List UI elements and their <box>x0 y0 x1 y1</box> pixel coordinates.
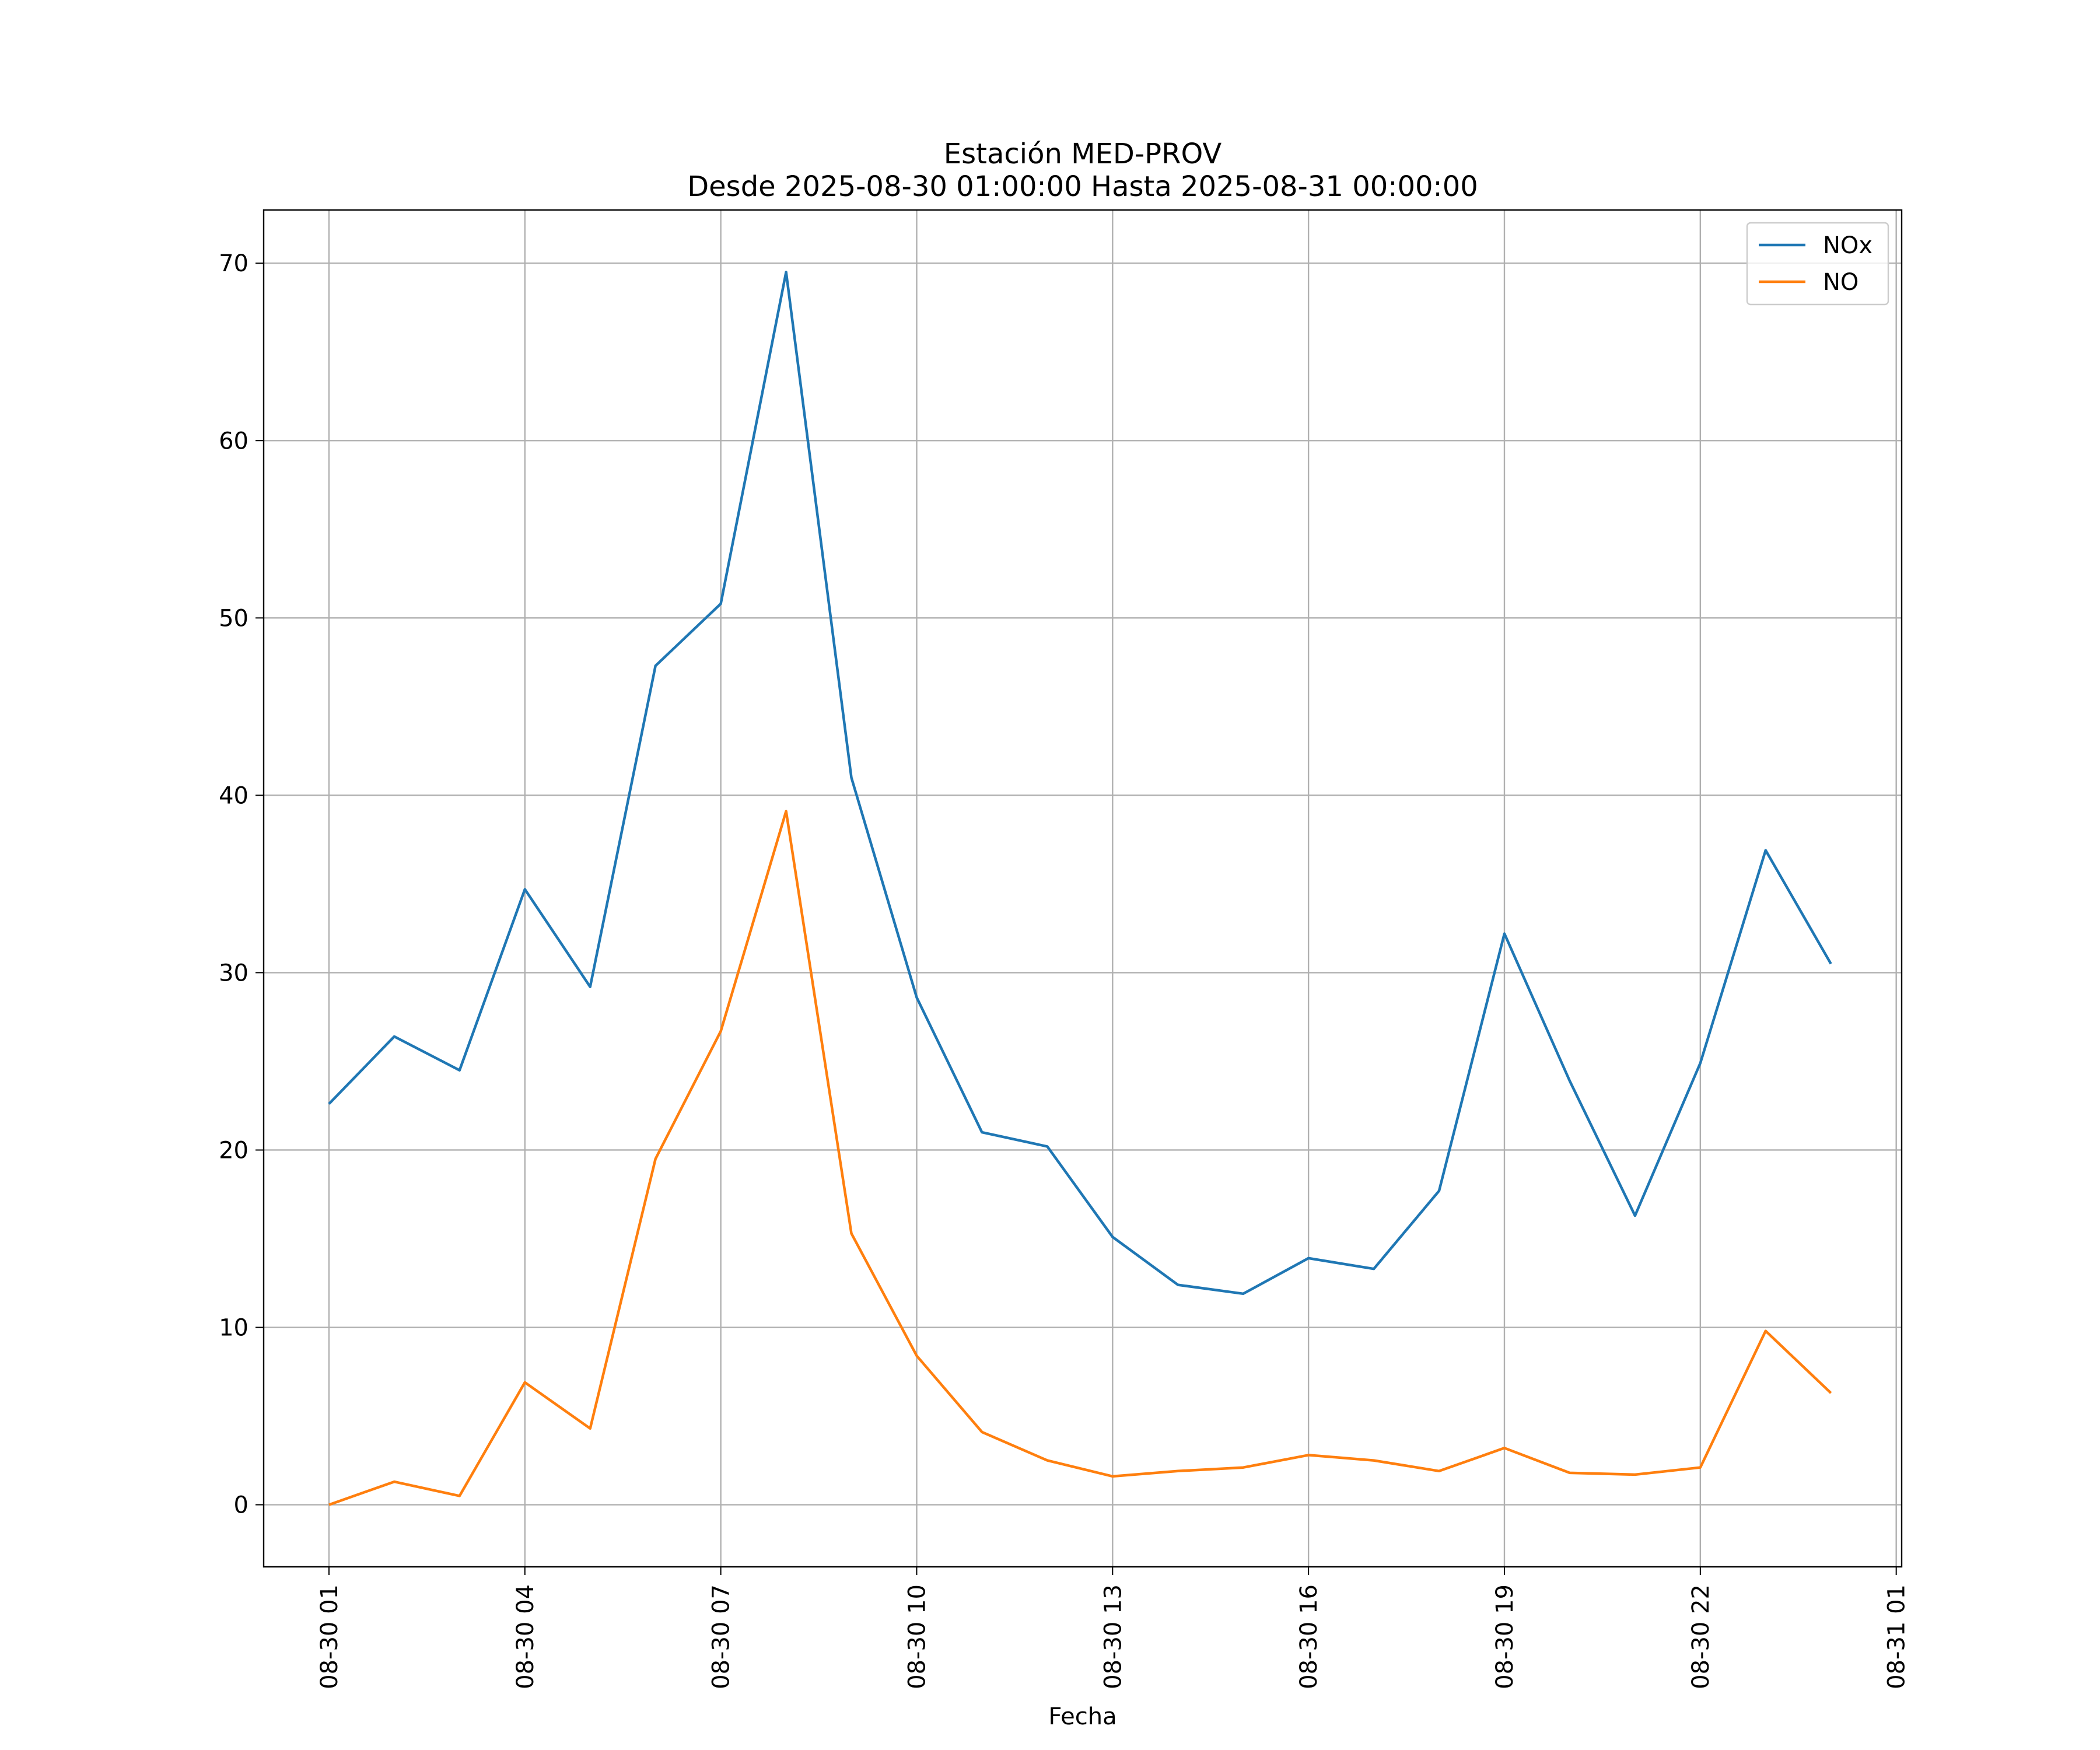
x-tick-label: 08-31 01 <box>1884 1584 1910 1689</box>
legend-label-nox: NOx <box>1823 232 1873 259</box>
x-tick-label: 08-30 16 <box>1296 1584 1322 1689</box>
legend-label-no: NO <box>1823 269 1859 296</box>
y-axis: 0 10 20 30 40 50 60 70 <box>219 250 264 1519</box>
x-tick-label: 08-30 13 <box>1100 1584 1126 1689</box>
x-tick-label: 08-30 07 <box>708 1584 735 1689</box>
x-tick-label: 08-30 01 <box>316 1584 343 1689</box>
legend-box <box>1746 222 1889 306</box>
series-line-nox <box>328 271 1832 1296</box>
series-line-no <box>328 810 1832 1506</box>
y-tick-label: 40 <box>219 782 249 809</box>
plot-frame <box>262 209 1903 1568</box>
y-tick-label: 60 <box>219 428 249 454</box>
y-tick-label: 50 <box>219 605 249 632</box>
x-axis-label: Fecha <box>1048 1703 1116 1730</box>
grid <box>264 210 1902 1567</box>
chart-subtitle: Desde 2025-08-30 01:00:00 Hasta 2025-08-… <box>687 170 1478 203</box>
x-tick-label: 08-30 04 <box>512 1584 539 1689</box>
x-tick-label: 08-30 10 <box>904 1584 930 1689</box>
x-axis: 08-30 01 08-30 04 08-30 07 08-30 10 08-30 13… <box>316 1567 1910 1689</box>
y-tick-label: 70 <box>219 250 249 277</box>
plot-series <box>328 271 1832 1506</box>
y-tick-label: 20 <box>219 1137 249 1164</box>
chart-title: Estación MED-PROV <box>944 138 1222 170</box>
y-tick-label: 30 <box>219 960 249 986</box>
y-tick-label: 0 <box>234 1492 249 1519</box>
legend: NOx NO <box>1746 222 1889 306</box>
y-tick-label: 10 <box>219 1315 249 1342</box>
x-tick-label: 08-30 19 <box>1492 1584 1518 1689</box>
x-tick-label: 08-30 22 <box>1688 1584 1714 1689</box>
